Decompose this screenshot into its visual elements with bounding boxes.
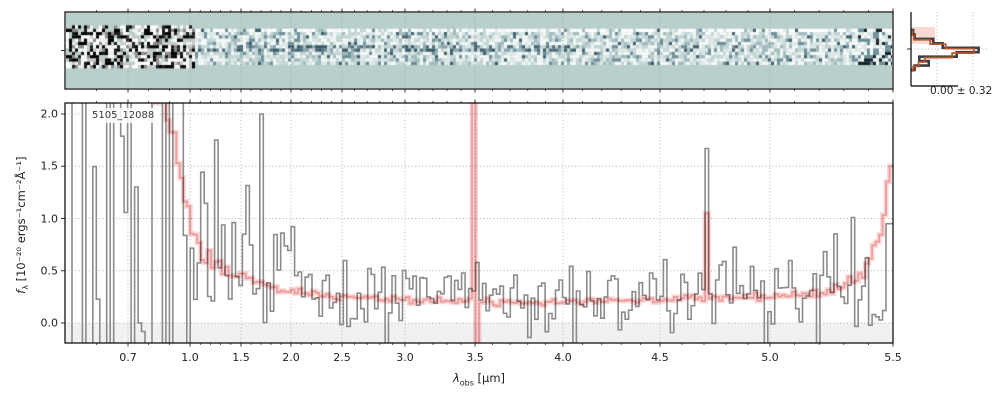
- y-tick-label: 2.0: [40, 107, 59, 121]
- profile-uncertainty-fill: [911, 27, 935, 44]
- x-tick-label: 4.0: [554, 351, 572, 364]
- x-tick-label: 2.5: [333, 351, 351, 364]
- x-tick-label: 3.5: [466, 351, 484, 364]
- y-axis-symbol: f: [13, 289, 28, 294]
- x-tick-label: 2.0: [282, 351, 300, 364]
- x-tick-label: 3.0: [396, 351, 414, 364]
- profile-panel: [907, 12, 989, 87]
- negative-flux-shade: [65, 323, 893, 343]
- y-axis-label: fλ [10⁻²⁰ ergs⁻¹cm⁻²Å⁻¹]: [14, 125, 30, 325]
- profile-data-step: [911, 28, 980, 72]
- x-tick-label: 5.0: [761, 351, 779, 364]
- x-axis-label: λobs [μm]: [453, 371, 505, 387]
- source-id-label: 5105_12088: [88, 108, 159, 123]
- x-tick-label: 0.7: [119, 351, 137, 364]
- x-tick-label: 5.5: [884, 351, 902, 364]
- x-tick-label: 1.0: [181, 351, 199, 364]
- y-tick-label: 0.0: [40, 316, 59, 330]
- y-tick-label: 0.5: [40, 264, 59, 278]
- profile-model-step: [911, 30, 975, 72]
- x-axis-unit: [μm]: [473, 371, 506, 385]
- main-panel-spine: [64, 102, 894, 344]
- x-tick-label: 1.5: [232, 351, 250, 364]
- profile-stats-label: 0.00 ± 0.32: [930, 85, 993, 97]
- y-tick-label: 1.5: [40, 159, 59, 173]
- x-axis-symbol: λ: [452, 371, 460, 385]
- y-axis-subscript: λ: [21, 285, 31, 290]
- x-axis-subscript: obs: [459, 378, 474, 388]
- x-tick-label: 4.5: [651, 351, 669, 364]
- spectrum-2d-image: [66, 13, 892, 88]
- y-tick-label: 1.0: [40, 212, 59, 225]
